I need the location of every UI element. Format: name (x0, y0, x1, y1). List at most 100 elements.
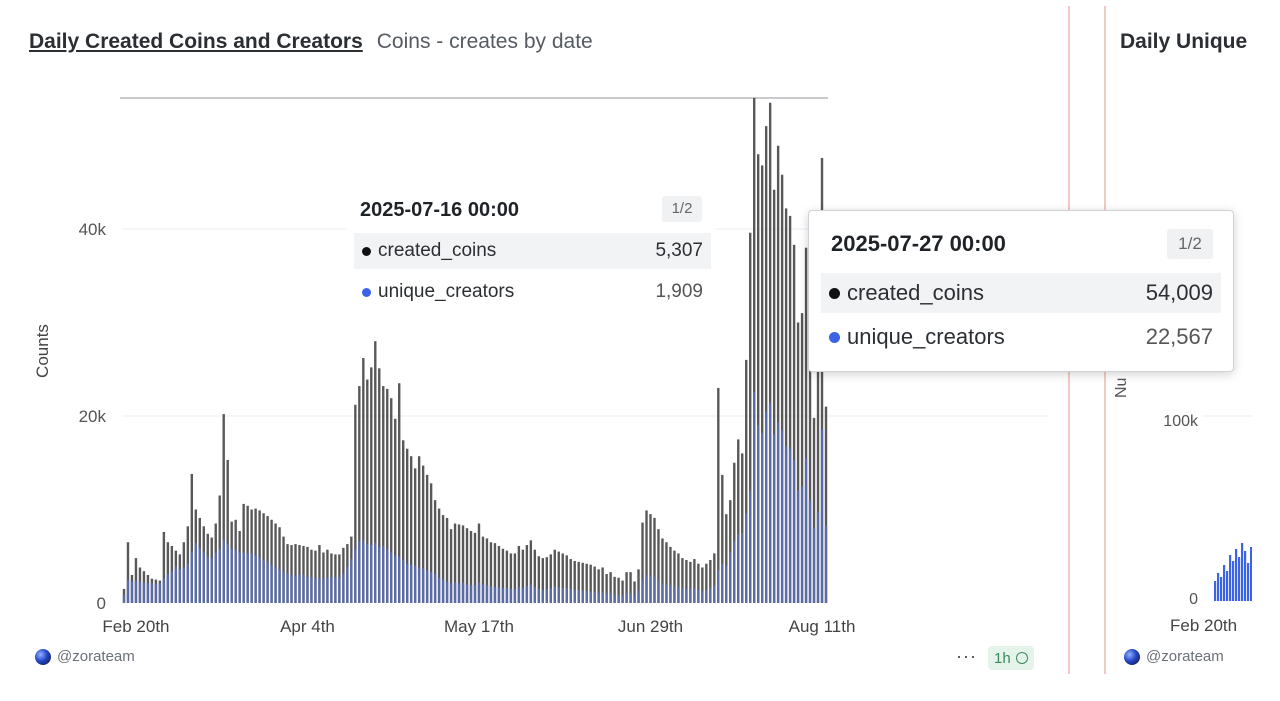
bar-created-coins[interactable] (497, 545, 501, 603)
bar-unique-creators[interactable] (709, 588, 712, 603)
bar-unique-creators[interactable] (358, 541, 361, 603)
more-options-icon[interactable]: ··· (956, 646, 977, 666)
bar-unique-creators[interactable] (764, 411, 768, 603)
bar-created-coins[interactable] (437, 508, 441, 603)
bar-unique-creators[interactable] (154, 584, 158, 603)
bar-created-coins[interactable] (374, 341, 377, 603)
chart-title-link[interactable]: Daily Created Coins and Creators (29, 30, 363, 53)
bar-unique-creators[interactable] (222, 539, 225, 603)
bar-created-coins[interactable] (489, 542, 493, 603)
bar-created-coins[interactable] (417, 456, 421, 603)
bar-unique-creators[interactable] (134, 580, 138, 603)
bar-unique-creators[interactable] (545, 588, 548, 603)
bar-unique-creators[interactable] (330, 576, 333, 603)
bar-unique-creators[interactable] (429, 572, 433, 603)
bar-created-coins[interactable] (749, 232, 752, 604)
bar-unique-creators[interactable] (489, 586, 493, 603)
bar-created-coins[interactable] (509, 553, 513, 603)
bar-created-coins[interactable] (609, 572, 612, 603)
bar-unique-creators[interactable] (808, 500, 812, 603)
bar-unique-creators[interactable] (122, 594, 126, 603)
bar-unique-creators[interactable] (685, 588, 688, 603)
bar-unique-creators[interactable] (166, 574, 170, 603)
bar-unique-creators[interactable] (366, 544, 369, 603)
bar-unique-creators[interactable] (721, 563, 724, 603)
bar-unique-creators[interactable] (701, 590, 704, 603)
bar-unique-creators[interactable] (517, 587, 521, 603)
bar-created-coins[interactable] (593, 566, 596, 603)
bar-created-coins[interactable] (561, 553, 564, 603)
bar-unique-creators[interactable] (370, 545, 373, 603)
bar-created-coins[interactable] (625, 572, 628, 603)
bar-unique-creators[interactable] (350, 559, 353, 603)
bar-created-coins[interactable] (565, 555, 568, 603)
bar-unique-creators[interactable] (453, 582, 457, 603)
bar-unique-creators[interactable] (613, 594, 616, 603)
bar-unique-creators[interactable] (625, 592, 628, 603)
bar-created-coins[interactable] (278, 527, 281, 603)
footer-username[interactable]: @zorateam (57, 648, 135, 665)
bar-unique-creators[interactable] (705, 589, 708, 603)
bar-unique-creators[interactable] (258, 557, 261, 603)
bar-created-coins[interactable] (394, 418, 397, 603)
bar-created-coins[interactable] (768, 102, 772, 603)
bar-unique-creators[interactable] (402, 559, 405, 603)
bar-created-coins[interactable] (689, 561, 692, 603)
bar-unique-creators[interactable] (605, 593, 608, 603)
bar-created-coins[interactable] (370, 367, 373, 603)
bar-unique-creators[interactable] (804, 458, 808, 603)
bar-unique-creators[interactable] (776, 422, 780, 603)
bar-unique-creators[interactable] (238, 552, 241, 603)
bar-created-coins[interactable] (772, 189, 776, 603)
bar-created-coins[interactable] (453, 523, 457, 603)
bar-unique-creators[interactable] (274, 567, 277, 603)
bar-unique-creators[interactable] (525, 586, 529, 603)
bar-unique-creators[interactable] (449, 583, 453, 603)
bar-unique-creators[interactable] (342, 574, 345, 603)
bar-created-coins[interactable] (637, 569, 640, 603)
bar-unique-creators[interactable] (202, 551, 205, 603)
bar-unique-creators[interactable] (597, 592, 600, 603)
bar-created-coins[interactable] (808, 322, 812, 603)
bar-unique-creators[interactable] (673, 586, 676, 603)
bar-unique-creators[interactable] (541, 589, 544, 603)
bar-created-coins[interactable] (390, 398, 393, 603)
bar-unique-creators[interactable] (669, 585, 672, 603)
bar-unique-creators[interactable] (772, 434, 776, 603)
bar-created-coins[interactable] (513, 553, 517, 603)
bar-created-coins[interactable] (605, 574, 608, 603)
bar-created-coins[interactable] (501, 548, 505, 603)
bar-created-coins[interactable] (665, 542, 668, 603)
bar-created-coins[interactable] (166, 542, 170, 603)
bar-unique-creators[interactable] (417, 567, 421, 603)
bar-created-coins[interactable] (776, 145, 780, 603)
bar-unique-creators[interactable] (812, 528, 816, 603)
bar-unique-creators[interactable] (322, 578, 325, 603)
bar-unique-creators[interactable] (270, 564, 273, 603)
bar-unique-creators[interactable] (310, 576, 313, 603)
bar-unique-creators[interactable] (409, 564, 413, 603)
bar-unique-creators[interactable] (513, 588, 517, 603)
bar-unique-creators[interactable] (493, 587, 497, 603)
bar-created-coins[interactable] (685, 559, 688, 603)
bar-created-coins[interactable] (306, 546, 309, 603)
bar-unique-creators[interactable] (182, 567, 186, 603)
bar-unique-creators[interactable] (677, 587, 680, 603)
bar-unique-creators[interactable] (318, 577, 321, 603)
bar-created-coins[interactable] (477, 523, 481, 603)
bar-unique-creators[interactable] (433, 574, 437, 603)
bar-unique-creators[interactable] (170, 571, 174, 603)
bar-unique-creators[interactable] (537, 588, 541, 603)
bar-created-coins[interactable] (653, 517, 656, 603)
bar-unique-creators[interactable] (230, 548, 233, 603)
bar-unique-creators[interactable] (485, 585, 489, 603)
bar-created-coins[interactable] (812, 417, 816, 603)
bar-created-coins[interactable] (824, 406, 828, 603)
bar-unique-creators[interactable] (757, 425, 760, 603)
bar-unique-creators[interactable] (497, 587, 501, 603)
bar-unique-creators[interactable] (218, 548, 221, 603)
bar-created-coins[interactable] (378, 368, 381, 603)
bar-unique-creators[interactable] (138, 581, 142, 603)
bar-unique-creators[interactable] (469, 585, 473, 603)
bar-unique-creators[interactable] (398, 556, 401, 603)
